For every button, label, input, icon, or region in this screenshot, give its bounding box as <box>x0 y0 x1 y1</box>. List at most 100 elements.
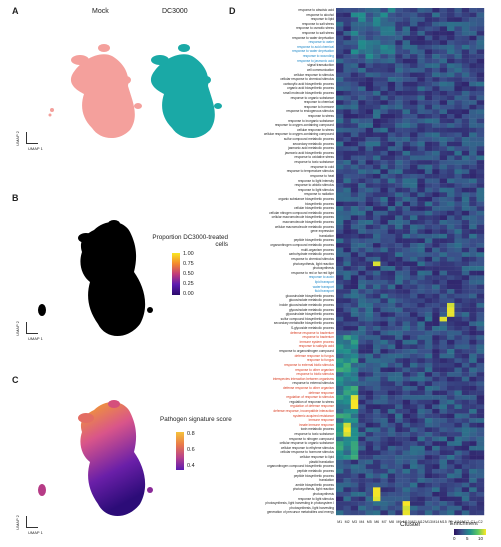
go-term-label: response to chemical <box>303 100 334 105</box>
heatmap-cell <box>395 100 403 105</box>
go-term-label: cellular response to organic substance <box>279 441 334 446</box>
heatmap-cell <box>380 155 388 161</box>
heatmap-cell <box>380 432 388 437</box>
heatmap-cell <box>417 215 425 221</box>
heatmap-cell <box>380 473 388 479</box>
go-term-label: lipid transport <box>314 279 334 284</box>
heatmap-cell <box>336 349 344 354</box>
heatmap-cell <box>476 445 485 451</box>
heatmap-cell <box>476 155 485 161</box>
go-term-label: response to cold <box>310 164 334 169</box>
heatmap-cell <box>395 81 403 87</box>
heatmap-cell <box>424 362 433 368</box>
heatmap-cell <box>417 21 425 27</box>
heatmap-cell <box>402 459 411 465</box>
heatmap-cell <box>410 58 418 64</box>
heatmap-cell <box>358 459 366 465</box>
heatmap-cell <box>454 243 462 248</box>
heatmap-cell <box>343 339 351 345</box>
heatmap-cell <box>343 44 351 50</box>
heatmap-cell <box>387 201 396 207</box>
heatmap-cell <box>380 49 388 55</box>
heatmap-cell <box>365 187 374 193</box>
heatmap-cell <box>402 478 411 483</box>
heatmap-cell <box>469 344 477 350</box>
heatmap-cell <box>439 54 448 59</box>
heatmap-cell <box>439 358 448 364</box>
heatmap-cell <box>439 146 448 152</box>
heatmap-cell <box>343 252 351 258</box>
heatmap-cell <box>424 408 433 414</box>
heatmap-cell <box>469 118 477 124</box>
heatmap-cell <box>387 127 396 133</box>
cluster-tick-label: M14 <box>432 520 439 524</box>
heatmap-cell <box>373 413 381 419</box>
heatmap-cell <box>454 510 462 516</box>
heatmap-cell <box>358 427 366 433</box>
heatmap-cell <box>358 326 366 331</box>
heatmap-cell <box>402 63 411 69</box>
heatmap-cell <box>358 160 366 165</box>
heatmap-cell <box>358 395 366 400</box>
heatmap-cell <box>410 445 418 451</box>
heatmap-cell <box>350 367 359 373</box>
heatmap-cell <box>365 54 374 59</box>
heatmap-cell <box>350 510 359 516</box>
go-term-label: fluid transport <box>314 289 334 294</box>
heatmap-cell <box>461 330 470 336</box>
legend-c-tick-2: 0.4 <box>187 463 195 469</box>
heatmap-cell <box>402 146 411 152</box>
heatmap-cell <box>343 501 351 506</box>
heatmap-cell <box>402 381 411 387</box>
heatmap-cell <box>387 215 396 221</box>
heatmap-cell <box>387 326 396 331</box>
heatmap-cell <box>380 358 388 364</box>
heatmap-cell <box>410 201 418 207</box>
heatmap-cell <box>387 478 396 483</box>
heatmap-cell <box>439 510 448 516</box>
heatmap-cell <box>454 376 462 382</box>
heatmap-cell <box>373 86 381 92</box>
heatmap-cell <box>350 459 359 465</box>
heatmap-cell <box>373 261 381 267</box>
heatmap-cell <box>365 201 374 207</box>
heatmap-cell <box>432 473 440 479</box>
go-term-label: photosynthesis <box>312 266 334 271</box>
heatmap-cell <box>454 169 462 175</box>
heatmap-cell <box>380 404 388 410</box>
heatmap-cell <box>380 501 388 506</box>
heatmap-cell <box>439 141 448 147</box>
heatmap-cell <box>461 63 470 69</box>
heatmap-cell <box>417 478 425 483</box>
heatmap-cell <box>350 187 359 193</box>
heatmap-cell <box>447 385 455 391</box>
heatmap-cell <box>439 349 448 354</box>
heatmap-cell <box>439 408 448 414</box>
heatmap-cell <box>373 63 381 69</box>
heatmap-cell <box>395 496 403 502</box>
heatmap-cell <box>343 399 351 405</box>
heatmap-cell <box>447 44 455 50</box>
heatmap-cell <box>476 109 485 115</box>
heatmap-cell <box>395 243 403 248</box>
heatmap-cell <box>365 418 374 424</box>
heatmap-cell <box>395 261 403 267</box>
heatmap-cell <box>476 58 485 64</box>
heatmap-cell <box>336 478 344 483</box>
heatmap-cell <box>336 26 344 32</box>
heatmap-cell <box>402 510 411 516</box>
heatmap-cell <box>380 123 388 129</box>
heatmap-cell <box>461 432 470 437</box>
heatmap-cell <box>469 58 477 64</box>
go-term-label: peptide metabolic process <box>296 468 334 473</box>
heatmap-cell <box>402 95 411 101</box>
heatmap-cell <box>350 307 359 313</box>
heatmap-cell <box>417 243 425 248</box>
heatmap-cell <box>336 95 344 101</box>
heatmap-cell <box>432 362 440 368</box>
heatmap-cell <box>350 501 359 506</box>
legend-b-tick-1: 0.75 <box>183 261 194 267</box>
heatmap-cell <box>432 505 440 511</box>
heatmap-cell <box>417 173 425 179</box>
heatmap-cell <box>417 26 425 32</box>
